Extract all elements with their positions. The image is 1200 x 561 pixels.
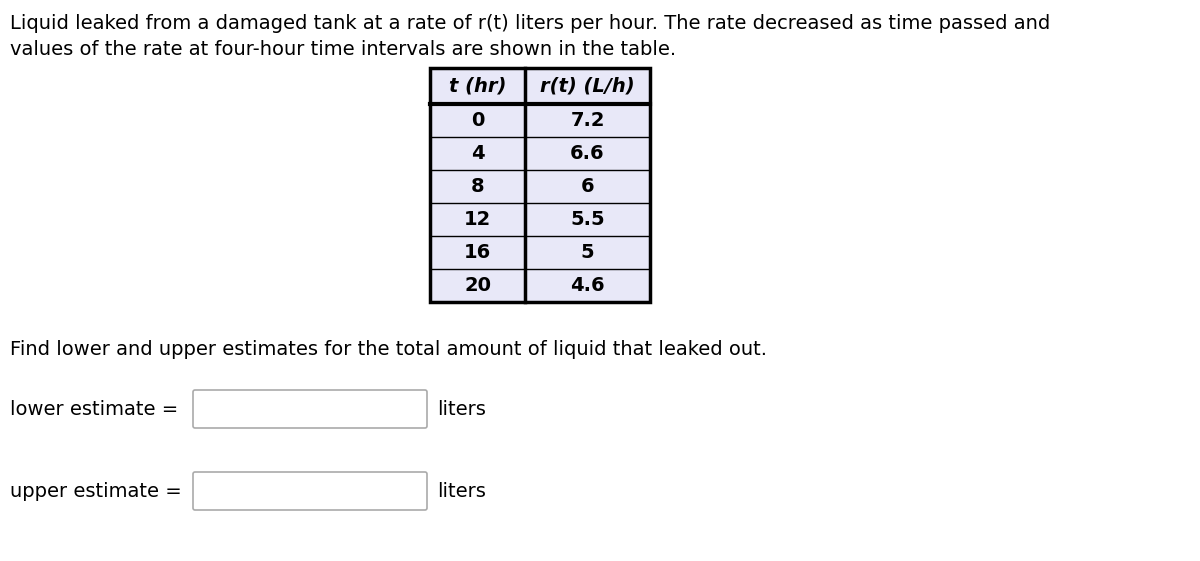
Bar: [430, 104, 526, 137]
Text: 4.6: 4.6: [570, 276, 605, 295]
Text: 6: 6: [581, 177, 594, 196]
Bar: [430, 68, 650, 302]
FancyBboxPatch shape: [193, 472, 427, 510]
Bar: [526, 203, 650, 236]
Bar: [430, 68, 526, 104]
FancyBboxPatch shape: [193, 390, 427, 428]
Text: Liquid leaked from a damaged tank at a rate of r(t) liters per hour. The rate de: Liquid leaked from a damaged tank at a r…: [10, 14, 1050, 33]
Text: 5.5: 5.5: [570, 210, 605, 229]
Text: 5: 5: [581, 243, 594, 262]
Bar: [430, 170, 526, 203]
Bar: [430, 269, 526, 302]
Text: values of the rate at four-hour time intervals are shown in the table.: values of the rate at four-hour time int…: [10, 40, 676, 59]
Text: lower estimate =: lower estimate =: [10, 399, 179, 419]
Text: 16: 16: [464, 243, 491, 262]
Text: 20: 20: [464, 276, 491, 295]
Bar: [430, 203, 526, 236]
Text: 7.2: 7.2: [570, 111, 605, 130]
Text: 4: 4: [470, 144, 485, 163]
Bar: [526, 236, 650, 269]
Text: liters: liters: [437, 481, 486, 500]
Text: 0: 0: [470, 111, 484, 130]
Bar: [430, 137, 526, 170]
Text: Find lower and upper estimates for the total amount of liquid that leaked out.: Find lower and upper estimates for the t…: [10, 340, 767, 359]
Text: 8: 8: [470, 177, 485, 196]
Text: liters: liters: [437, 399, 486, 419]
Bar: [430, 236, 526, 269]
Text: 6.6: 6.6: [570, 144, 605, 163]
Text: t (hr): t (hr): [449, 76, 506, 95]
Bar: [526, 104, 650, 137]
Bar: [526, 137, 650, 170]
Bar: [526, 269, 650, 302]
Text: upper estimate =: upper estimate =: [10, 481, 181, 500]
Text: r(t) (L/h): r(t) (L/h): [540, 76, 635, 95]
Bar: [526, 170, 650, 203]
Bar: [526, 68, 650, 104]
Text: 12: 12: [464, 210, 491, 229]
